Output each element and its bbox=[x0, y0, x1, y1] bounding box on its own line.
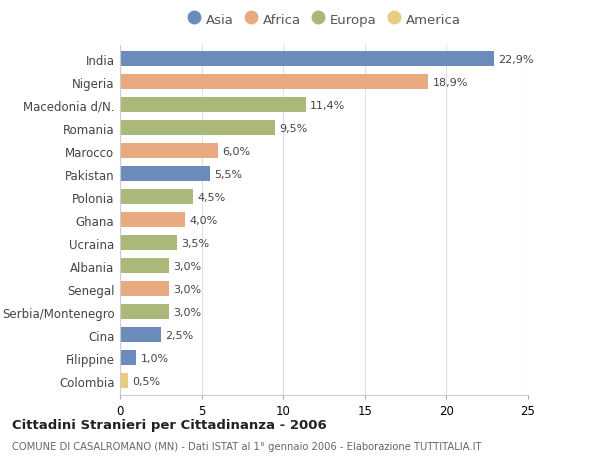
Legend: Asia, Africa, Europa, America: Asia, Africa, Europa, America bbox=[185, 11, 463, 29]
Bar bbox=[120, 236, 177, 251]
Text: 4,0%: 4,0% bbox=[190, 215, 218, 225]
Text: 0,5%: 0,5% bbox=[132, 376, 160, 386]
Text: 1,0%: 1,0% bbox=[140, 353, 169, 363]
Bar bbox=[120, 144, 218, 159]
Bar bbox=[120, 213, 185, 228]
Text: 11,4%: 11,4% bbox=[310, 101, 346, 111]
Bar bbox=[120, 98, 306, 113]
Text: 2,5%: 2,5% bbox=[165, 330, 193, 340]
Bar bbox=[120, 328, 161, 342]
Bar bbox=[120, 190, 193, 205]
Bar bbox=[120, 374, 128, 388]
Text: 22,9%: 22,9% bbox=[498, 55, 533, 65]
Text: 18,9%: 18,9% bbox=[433, 78, 468, 88]
Bar bbox=[120, 351, 136, 365]
Text: 3,0%: 3,0% bbox=[173, 261, 201, 271]
Text: 5,5%: 5,5% bbox=[214, 169, 242, 179]
Text: 4,5%: 4,5% bbox=[197, 192, 226, 202]
Text: 3,5%: 3,5% bbox=[181, 238, 209, 248]
Text: Cittadini Stranieri per Cittadinanza - 2006: Cittadini Stranieri per Cittadinanza - 2… bbox=[12, 418, 327, 431]
Bar bbox=[120, 282, 169, 297]
Bar bbox=[120, 167, 210, 182]
Text: 3,0%: 3,0% bbox=[173, 307, 201, 317]
Bar bbox=[120, 259, 169, 274]
Text: COMUNE DI CASALROMANO (MN) - Dati ISTAT al 1° gennaio 2006 - Elaborazione TUTTIT: COMUNE DI CASALROMANO (MN) - Dati ISTAT … bbox=[12, 441, 482, 451]
Bar bbox=[120, 75, 428, 90]
Text: 9,5%: 9,5% bbox=[279, 123, 307, 134]
Bar bbox=[120, 305, 169, 319]
Bar bbox=[120, 121, 275, 136]
Text: 6,0%: 6,0% bbox=[222, 146, 250, 157]
Bar bbox=[120, 52, 494, 67]
Text: 3,0%: 3,0% bbox=[173, 284, 201, 294]
